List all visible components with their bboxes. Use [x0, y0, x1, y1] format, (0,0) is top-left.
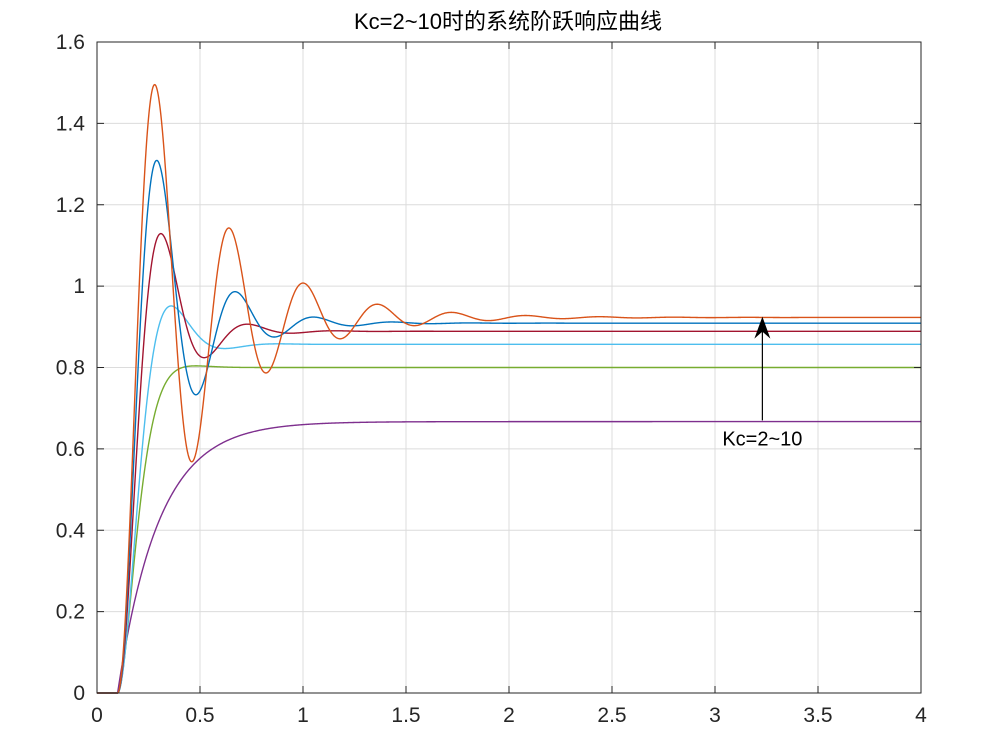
- y-tick-label: 0.6: [56, 438, 85, 461]
- series-line-1: [97, 420, 921, 694]
- y-tick-label: 1.2: [56, 194, 85, 217]
- series-line-4: [97, 232, 921, 694]
- x-tick-label: 3: [709, 704, 721, 727]
- y-tick-label: 1.4: [56, 112, 86, 135]
- y-tick-label: 1.6: [56, 31, 85, 54]
- series-line-2: [97, 365, 921, 694]
- x-tick-label: 3.5: [803, 704, 832, 727]
- y-tick-label: 0.4: [56, 519, 86, 542]
- x-tick-label: 1.5: [391, 704, 420, 727]
- x-tick-label: 2.5: [597, 704, 626, 727]
- ticks: 0 0.5 1 1.5 2 2.5 3 3.5 4 0 0.2 0.4 0.6 0.8 1 1.2 1.4 1.6: [56, 31, 927, 727]
- x-tick-label: 0.5: [185, 704, 214, 727]
- x-tick-label: 0: [91, 704, 103, 727]
- series-line-3: [97, 305, 921, 694]
- annotation: Kc=2~10: [722, 316, 802, 450]
- y-tick-label: 0.2: [56, 601, 85, 624]
- x-tick-label: 2: [503, 704, 515, 727]
- x-tick-label: 4: [915, 704, 927, 727]
- series-line-5: [97, 159, 921, 694]
- y-tick-label: 0.8: [56, 357, 85, 380]
- curves: [97, 83, 921, 694]
- series-line-6: [97, 83, 921, 694]
- annotation-arrow-head: [754, 316, 771, 339]
- annotation-label: Kc=2~10: [722, 428, 802, 450]
- y-tick-label: 0: [73, 682, 85, 705]
- y-tick-label: 1: [73, 275, 85, 298]
- x-tick-label: 1: [297, 704, 309, 727]
- chart-title: Kc=2~10时的系统阶跃响应曲线: [354, 9, 662, 34]
